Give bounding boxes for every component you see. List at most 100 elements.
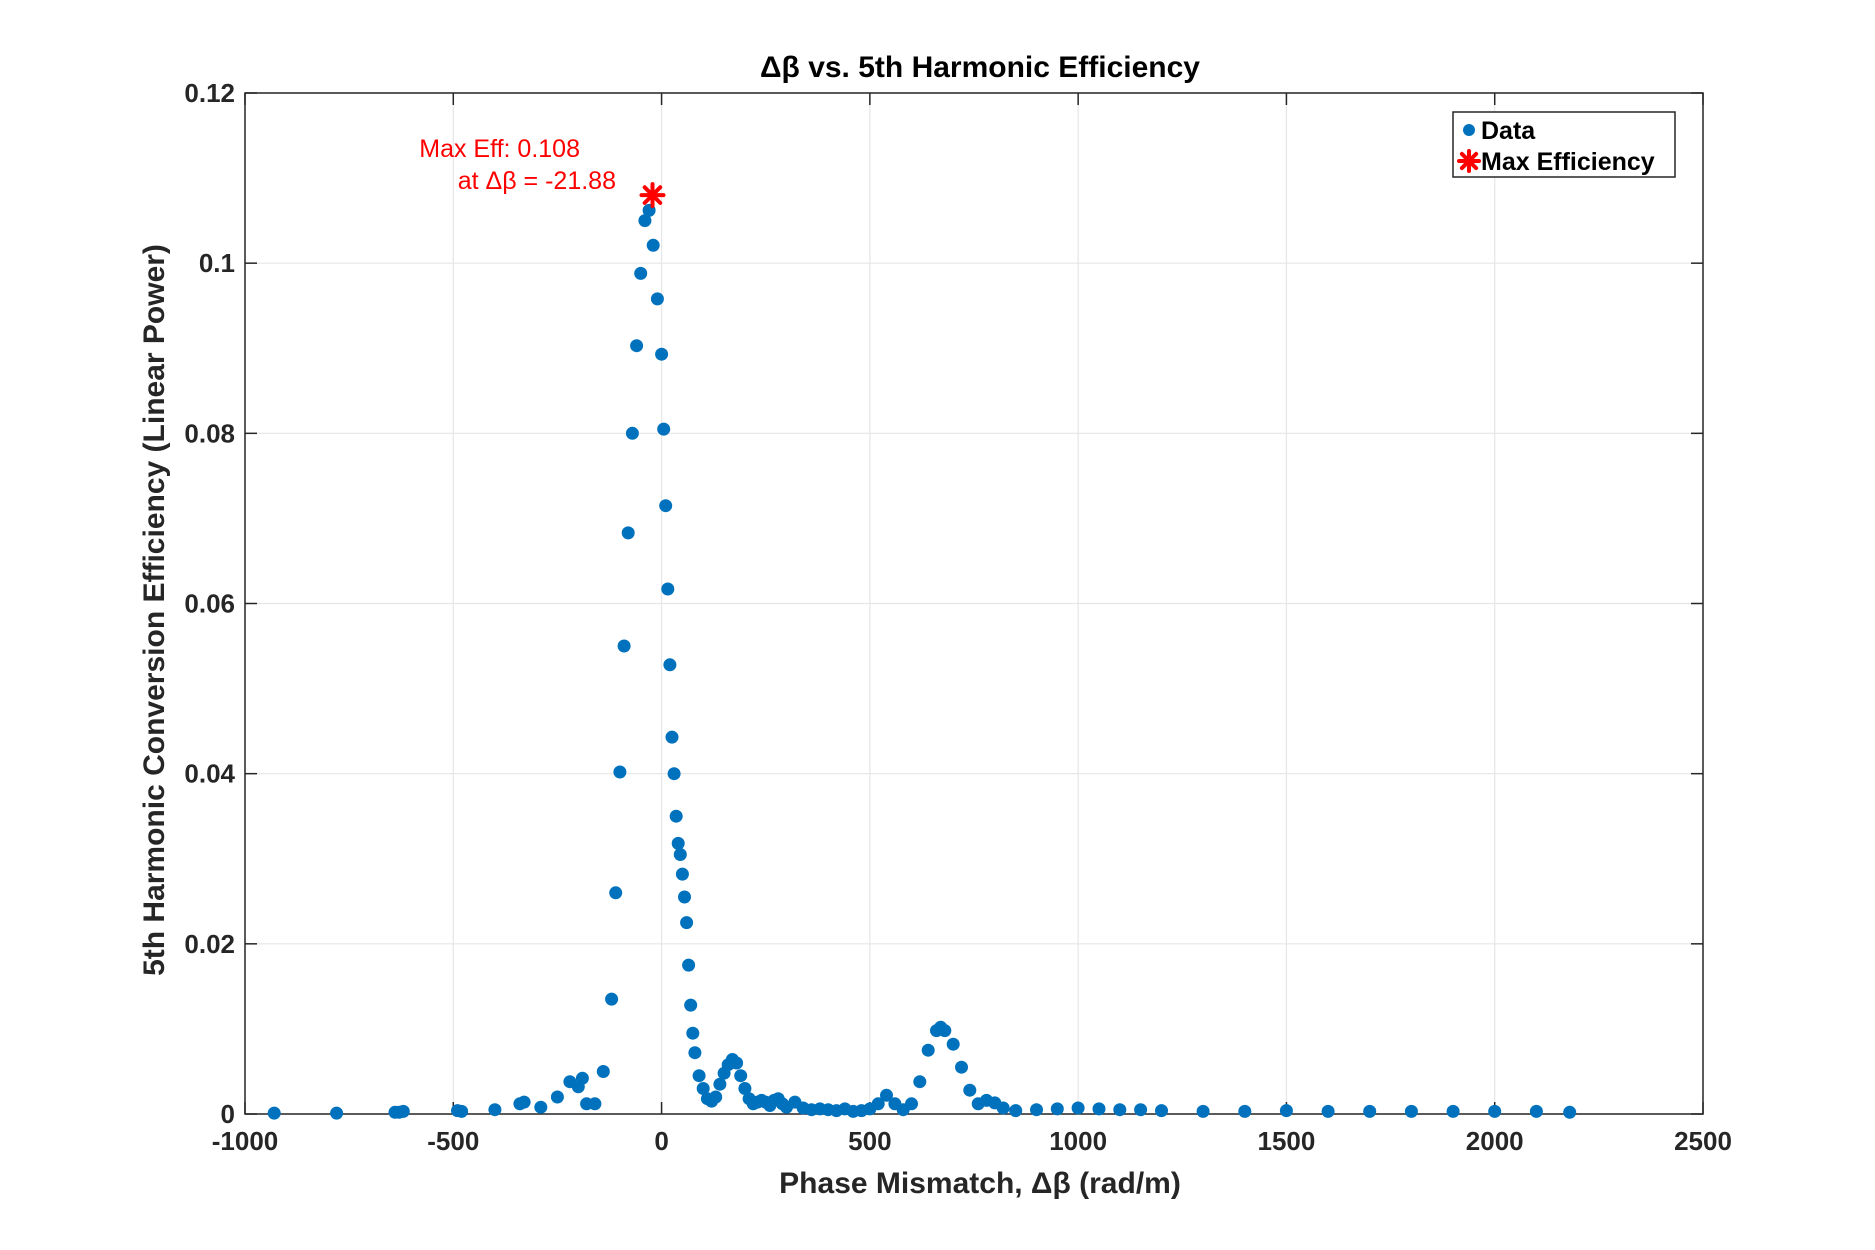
data-point xyxy=(675,867,689,881)
data-point xyxy=(734,1069,748,1083)
data-point xyxy=(617,639,631,653)
data-point xyxy=(955,1060,968,1074)
data-point xyxy=(621,526,635,540)
data-point xyxy=(665,730,679,744)
data-point xyxy=(655,347,669,361)
data-point xyxy=(938,1024,952,1038)
data-point xyxy=(921,1043,935,1057)
x-tick-label: 1000 xyxy=(1049,1126,1107,1156)
data-point xyxy=(671,836,685,850)
data-point xyxy=(1279,1104,1293,1118)
x-tick-label: 1500 xyxy=(1258,1126,1316,1156)
data-point xyxy=(550,1090,564,1104)
y-tick-label: 0.12 xyxy=(184,78,235,108)
data-point xyxy=(1196,1104,1210,1118)
max-annotation-line-2: at Δβ = -21.88 xyxy=(458,167,616,195)
chart-title: Δβ vs. 5th Harmonic Efficiency xyxy=(760,51,1200,84)
x-tick-label: 2500 xyxy=(1674,1126,1732,1156)
data-point xyxy=(650,292,664,306)
max-annotation-line-1: Max Eff: 0.108 xyxy=(419,135,580,163)
data-point xyxy=(678,890,691,904)
y-axis-tick-labels: 0 0.02 0.04 0.06 0.08 0.1 0.12 xyxy=(184,78,235,1129)
data-point xyxy=(534,1100,548,1114)
data-point xyxy=(267,1106,281,1120)
data-point xyxy=(517,1095,531,1109)
legend-data-label: Data xyxy=(1481,117,1536,145)
data-point xyxy=(609,886,623,900)
data-point xyxy=(1071,1101,1085,1115)
data-point xyxy=(682,958,696,972)
data-point xyxy=(634,266,648,280)
grid-lines xyxy=(244,92,1704,1115)
data-point xyxy=(713,1077,727,1091)
data-point xyxy=(663,658,677,672)
data-point xyxy=(1321,1104,1335,1118)
data-point xyxy=(880,1088,893,1102)
max-efficiency-point xyxy=(639,182,666,209)
data-point xyxy=(613,765,627,779)
data-point xyxy=(669,809,683,823)
data-point xyxy=(659,499,673,513)
data-point xyxy=(667,767,681,781)
y-tick-label: 0.1 xyxy=(199,248,235,278)
data-point xyxy=(1134,1103,1148,1117)
y-tick-label: 0 xyxy=(221,1099,235,1129)
data-point xyxy=(1238,1104,1252,1118)
y-tick-label: 0.04 xyxy=(184,759,235,789)
x-axis-tick-labels: -1000 -500 0 500 1000 1500 2000 2500 xyxy=(212,1126,1732,1156)
data-point xyxy=(455,1104,469,1118)
data-point xyxy=(575,1071,589,1085)
data-point xyxy=(396,1104,410,1118)
data-point xyxy=(1488,1104,1502,1118)
data-point xyxy=(638,214,652,228)
data-point xyxy=(709,1090,723,1104)
data-point xyxy=(1404,1104,1418,1118)
x-tick-label: -1000 xyxy=(212,1126,279,1156)
legend-box xyxy=(1452,111,1676,178)
data-point xyxy=(657,422,671,436)
legend: Data Max Efficiency xyxy=(1452,111,1676,178)
x-axis-title: Phase Mismatch, Δβ (rad/m) xyxy=(779,1167,1181,1200)
data-point xyxy=(605,992,619,1006)
data-point xyxy=(871,1097,885,1111)
data-point xyxy=(680,916,694,930)
legend-max-label: Max Efficiency xyxy=(1481,148,1655,176)
data-point xyxy=(488,1103,502,1117)
data-point xyxy=(996,1101,1010,1115)
data-point xyxy=(646,238,660,252)
y-tick-label: 0.02 xyxy=(184,929,235,959)
data-point xyxy=(738,1082,752,1095)
data-point xyxy=(673,848,687,861)
data-point xyxy=(963,1083,977,1097)
y-tick-label: 0.08 xyxy=(184,418,235,448)
data-point xyxy=(630,339,644,353)
data-point xyxy=(625,426,639,440)
data-point xyxy=(688,1046,702,1060)
data-point xyxy=(596,1065,610,1078)
data-point xyxy=(588,1097,602,1111)
data-point xyxy=(1030,1103,1043,1117)
x-tick-label: 2000 xyxy=(1466,1126,1524,1156)
data-point xyxy=(730,1056,744,1070)
legend-max-marker xyxy=(1457,149,1481,173)
data-point xyxy=(1113,1103,1127,1117)
x-tick-label: 0 xyxy=(654,1126,668,1156)
legend-data-marker xyxy=(1463,124,1475,136)
data-point xyxy=(330,1106,344,1120)
y-axis-title: 5th Harmonic Conversion Efficiency (Line… xyxy=(138,244,171,976)
data-point xyxy=(1563,1105,1577,1119)
data-point xyxy=(692,1069,706,1083)
data-point xyxy=(661,582,675,596)
legend-asterisk xyxy=(1457,149,1481,173)
x-tick-label: -500 xyxy=(427,1126,479,1156)
data-point xyxy=(946,1037,960,1051)
data-point xyxy=(1050,1102,1064,1116)
data-points xyxy=(267,203,1577,1120)
data-point xyxy=(1446,1104,1460,1118)
max-efficiency-marker xyxy=(639,182,666,209)
data-point xyxy=(1092,1102,1106,1116)
data-point xyxy=(913,1075,927,1089)
data-point xyxy=(905,1097,918,1111)
data-point xyxy=(1529,1104,1543,1118)
